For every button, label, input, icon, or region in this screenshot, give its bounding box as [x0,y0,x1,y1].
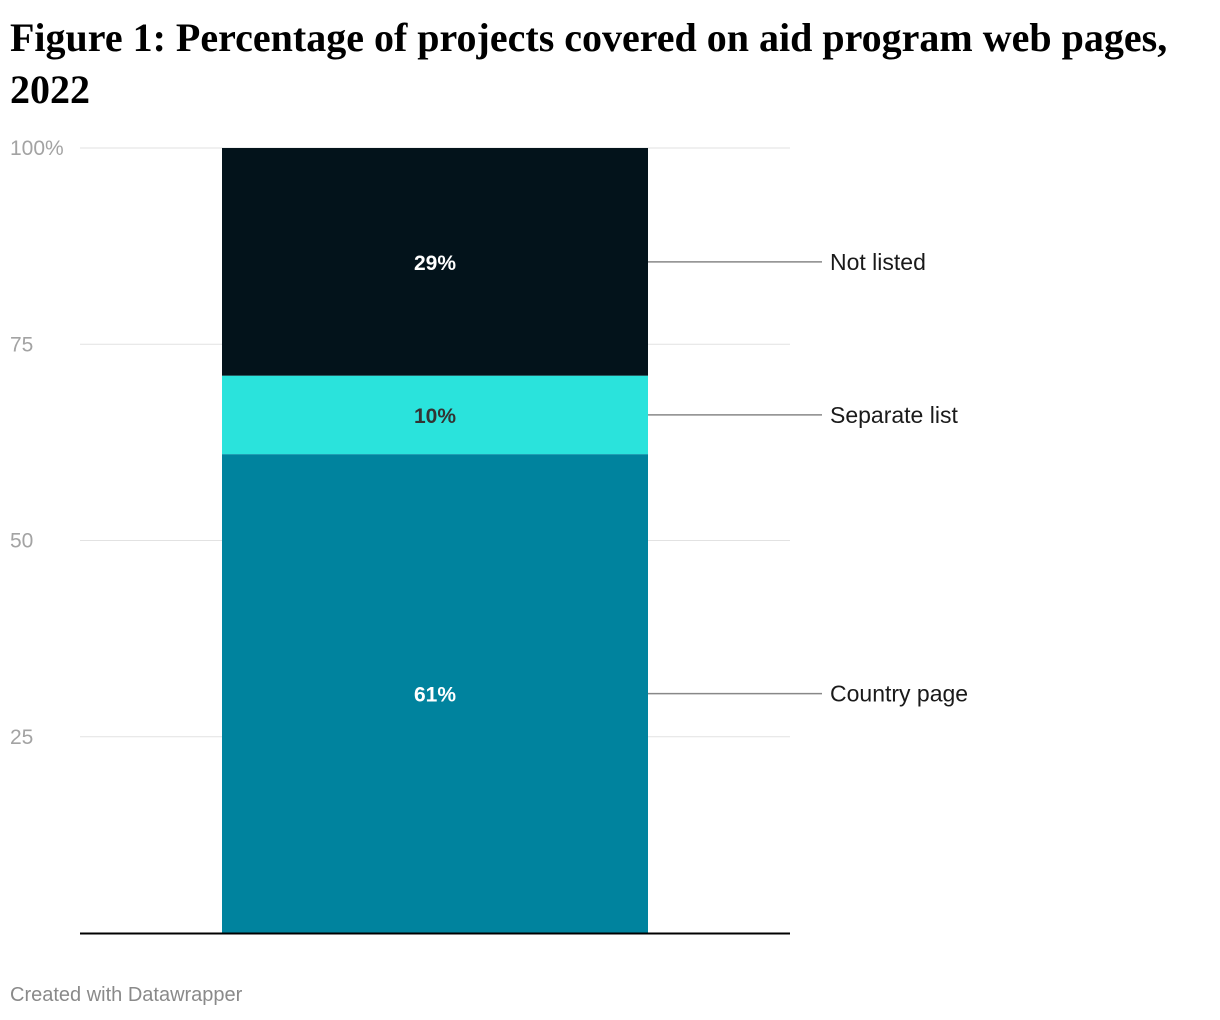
bar-segments [222,148,648,933]
series-label: Separate list [830,402,958,428]
segment-value-label: 61% [414,684,456,707]
footer-credit: Created with Datawrapper [10,984,243,1006]
label-leader-lines [648,261,822,695]
y-tick-label: 100% [10,137,64,160]
series-label: Country page [830,681,968,707]
y-tick-label: 50 [10,530,33,553]
segment-value-label: 10% [414,405,456,428]
y-tick-label: 25 [10,726,33,749]
y-axis-ticks: 25 50 75 100% [10,137,64,749]
y-tick-label: 75 [10,333,33,356]
series-label: Not listed [830,249,926,275]
series-labels: Country page Separate list Not listed [830,249,968,707]
bar-segment [222,375,648,455]
chart-title: Figure 1: Percentage of projects covered… [10,15,1168,112]
segment-value-labels: 61% 10% 29% [414,252,456,707]
segment-value-label: 29% [414,252,456,275]
bar-segment [222,148,648,376]
bar-segment [222,454,648,933]
